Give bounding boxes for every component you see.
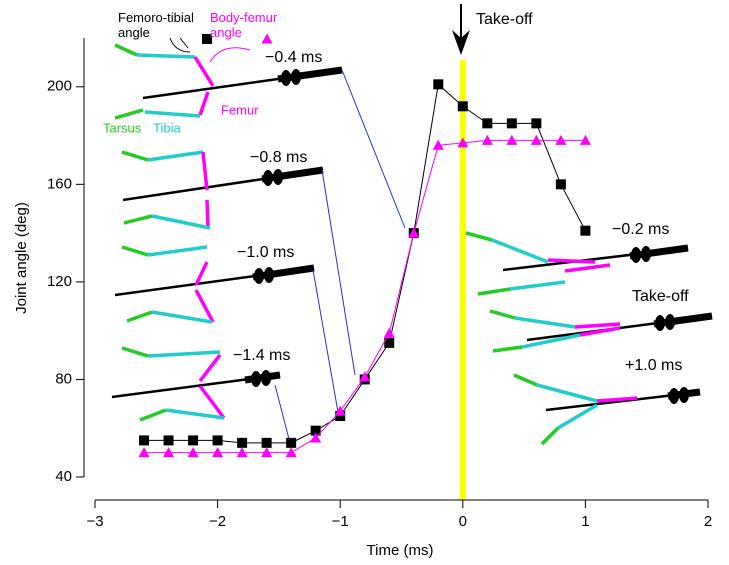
- legend-marker: [261, 33, 273, 44]
- annotation: −0.2 ms: [612, 221, 669, 238]
- data-point: [188, 435, 199, 446]
- x-tick-label: −2: [209, 513, 226, 530]
- y-tick-label: 40: [55, 468, 72, 485]
- data-point: [310, 432, 322, 443]
- data-point: [138, 447, 150, 458]
- data-point: [432, 139, 444, 150]
- data-point: [481, 134, 493, 145]
- legend-entry: Body-femur angle: [210, 10, 278, 40]
- annotation: −0.8 ms: [250, 149, 307, 166]
- data-point: [384, 337, 395, 348]
- data-point: [237, 437, 248, 448]
- annotation: Tibia: [153, 120, 181, 135]
- data-point: [286, 437, 297, 448]
- data-point: [408, 227, 420, 238]
- annotation: −1.0 ms: [237, 244, 294, 261]
- data-point: [187, 447, 199, 458]
- data-point: [139, 435, 150, 446]
- takeoff-label: Take-off: [476, 11, 533, 28]
- annotation: Take-off: [632, 288, 689, 305]
- data-point: [236, 447, 248, 458]
- data-point: [383, 327, 395, 338]
- x-tick-label: −3: [86, 513, 103, 530]
- data-point: [359, 371, 371, 382]
- legend-entry: Femoro-tibial angle: [118, 10, 194, 40]
- data-point: [334, 405, 346, 416]
- data-point: [555, 179, 566, 190]
- data-point: [506, 134, 518, 145]
- x-tick-label: 2: [704, 513, 712, 530]
- data-point: [335, 411, 346, 422]
- data-point: [310, 425, 321, 436]
- data-point: [457, 101, 468, 112]
- x-tick-label: 1: [581, 513, 589, 530]
- data-point: [457, 137, 469, 148]
- annotation: +1.0 ms: [625, 357, 682, 374]
- data-point: [531, 118, 542, 129]
- data-point: [530, 134, 542, 145]
- annotation: −0.4 ms: [265, 49, 322, 66]
- data-point: [212, 447, 224, 458]
- y-tick-label: 200: [47, 78, 72, 95]
- x-tick-label: 0: [459, 513, 467, 530]
- data-point: [261, 437, 272, 448]
- data-point: [555, 134, 567, 145]
- x-tick-label: −1: [332, 513, 349, 530]
- data-point: [580, 225, 591, 236]
- data-point: [433, 79, 444, 90]
- data-point: [212, 435, 223, 446]
- annotation: −1.4 ms: [233, 347, 290, 364]
- data-point: [506, 118, 517, 129]
- illustrations: [111, 4, 713, 446]
- data-point: [482, 118, 493, 129]
- series-line: [144, 83, 586, 444]
- data-point: [579, 134, 591, 145]
- legend-marker: [202, 34, 212, 44]
- y-tick-label: 120: [47, 273, 72, 290]
- annotation: Femur: [221, 102, 259, 117]
- y-tick-label: 80: [55, 370, 72, 387]
- data-point: [163, 435, 174, 446]
- data-point: [261, 447, 273, 458]
- x-axis-label: Time (ms): [367, 542, 434, 559]
- y-axis-label: Joint angle (deg): [13, 202, 30, 314]
- annotation: Tarsus: [103, 120, 142, 135]
- data-point: [285, 447, 297, 458]
- data-point: [163, 447, 175, 458]
- y-tick-label: 160: [47, 175, 72, 192]
